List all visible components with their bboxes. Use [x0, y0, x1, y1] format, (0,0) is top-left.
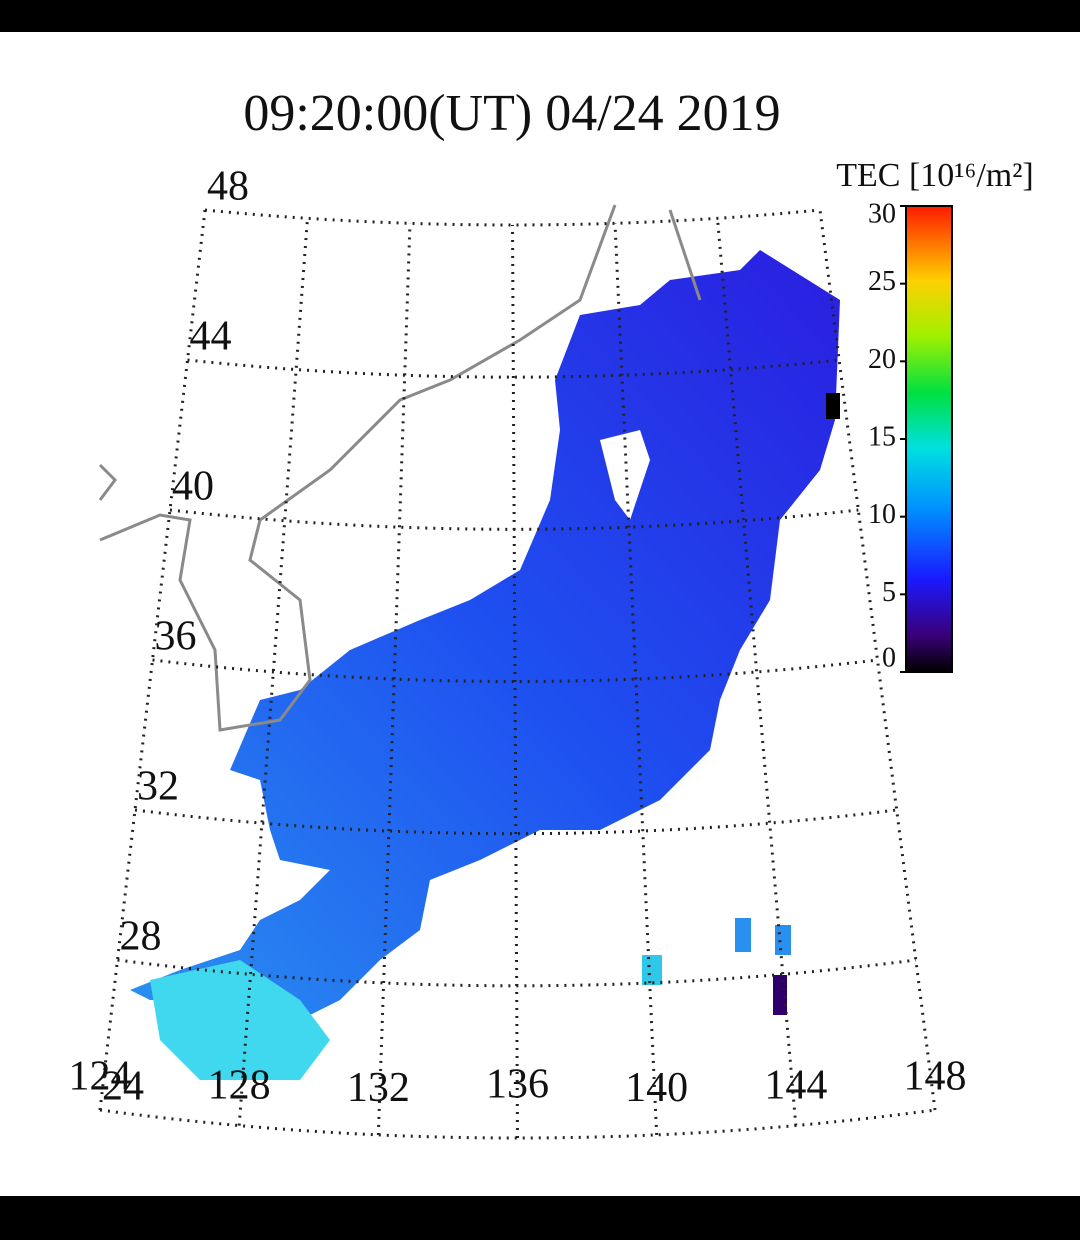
longitude-label: 124 — [69, 1054, 132, 1100]
latitude-label: 28 — [120, 914, 162, 960]
coastline — [98, 463, 117, 501]
tec-pixel — [775, 925, 791, 955]
tec-map — [130, 250, 840, 1080]
colorbar-tick-label: 20 — [868, 344, 896, 375]
bottom-bar — [0, 1196, 1080, 1240]
longitude-line — [376, 223, 412, 1135]
top-bar — [0, 0, 1080, 32]
tec-pixel — [642, 955, 662, 985]
coverage-gap — [600, 430, 650, 520]
colorbar-label: TEC [10¹⁶/m²] — [836, 157, 1034, 194]
tec-pixel — [735, 918, 751, 952]
longitude-label: 136 — [486, 1062, 549, 1108]
latitude-label: 24 — [102, 1064, 144, 1110]
latitude-label: 40 — [172, 464, 214, 510]
latitude-line — [204, 208, 821, 227]
longitude-label: 144 — [764, 1063, 827, 1109]
tec-coverage-south — [150, 960, 330, 1080]
latitude-line — [152, 658, 878, 684]
longitude-label: 128 — [208, 1063, 271, 1109]
colorbar — [905, 205, 953, 673]
latitude-label: 44 — [190, 314, 232, 360]
longitude-label: 148 — [904, 1054, 967, 1100]
latitude-label: 36 — [155, 614, 197, 660]
longitude-line — [613, 223, 659, 1135]
colorbar-tick-label: 30 — [868, 198, 896, 229]
latitude-label: 32 — [137, 764, 179, 810]
tec-pixel — [773, 975, 787, 1015]
tec-coverage — [130, 250, 840, 1020]
colorbar-tick-label: 15 — [868, 421, 896, 452]
tec-pixel — [826, 393, 840, 419]
colorbar-tick-label: 5 — [882, 577, 896, 608]
colorbar-tick-label: 25 — [868, 266, 896, 297]
colorbar-tick-label: 10 — [868, 499, 896, 530]
longitude-line — [511, 224, 519, 1139]
coastlines — [98, 204, 702, 732]
coastline — [99, 204, 617, 732]
coastline — [668, 209, 702, 301]
colorbar-tick-label: 0 — [882, 642, 896, 673]
latitude-label: 48 — [207, 164, 249, 210]
longitude-label: 140 — [625, 1065, 688, 1111]
longitude-label: 132 — [347, 1065, 410, 1111]
latitude-line — [99, 1108, 936, 1140]
title: 09:20:00(UT) 04/24 2019 — [243, 85, 780, 142]
